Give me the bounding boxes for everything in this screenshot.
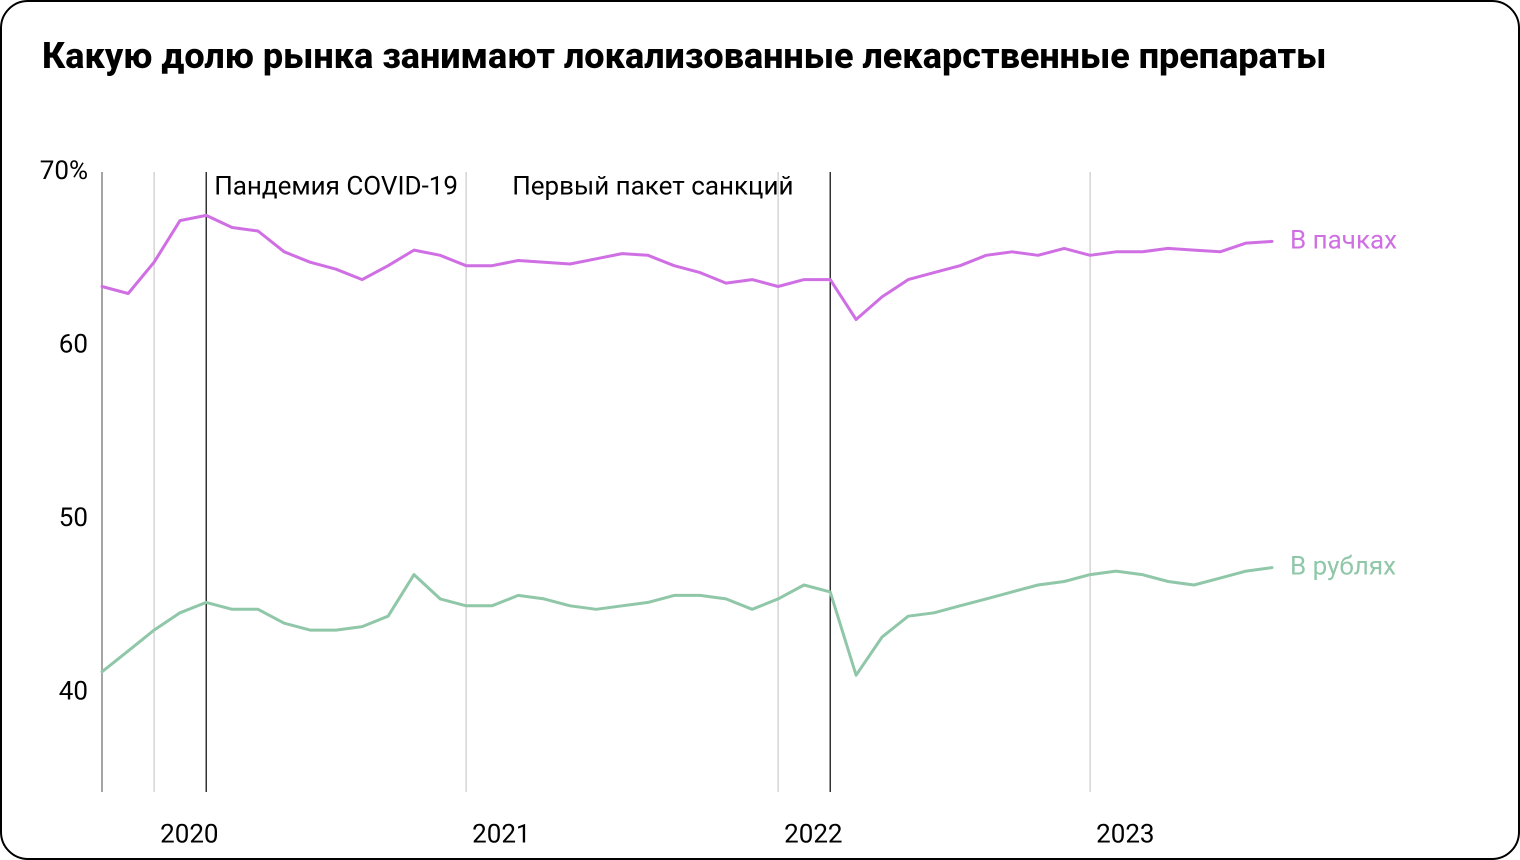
- x-tick-label: 2020: [160, 819, 218, 849]
- chart-plot: 40 50 60 70% 2020 2021 2022 2023 Пандемия COVID‑…: [2, 2, 1520, 860]
- svg-text:В рублях: В рублях: [1290, 552, 1396, 582]
- series-label-packs: В пачках: [1290, 225, 1397, 255]
- chart-card: Какую долю рынка занимают локализованные…: [0, 0, 1520, 860]
- event-label: Пандемия COVID‑19: [214, 171, 458, 201]
- svg-text:Пандемия COVID‑19: Пандемия COVID‑19: [214, 171, 458, 201]
- y-tick-label: 40: [59, 676, 88, 706]
- y-tick-label: 60: [59, 329, 88, 359]
- y-tick-label: 50: [59, 503, 88, 533]
- x-tick-label: 2023: [1096, 819, 1154, 849]
- x-tick-label: 2022: [784, 819, 842, 849]
- x-tick-label: 2021: [472, 819, 530, 849]
- svg-text:В пачках: В пачках: [1290, 225, 1397, 255]
- event-label: Первый пакет санкций: [512, 171, 793, 201]
- y-tick-label: 70%: [40, 156, 88, 186]
- series-label-rubles: В рублях: [1290, 552, 1396, 582]
- svg-text:Первый пакет санкций: Первый пакет санкций: [512, 171, 793, 201]
- series-line-packs: [102, 215, 1272, 319]
- series-line-rubles: [102, 568, 1272, 676]
